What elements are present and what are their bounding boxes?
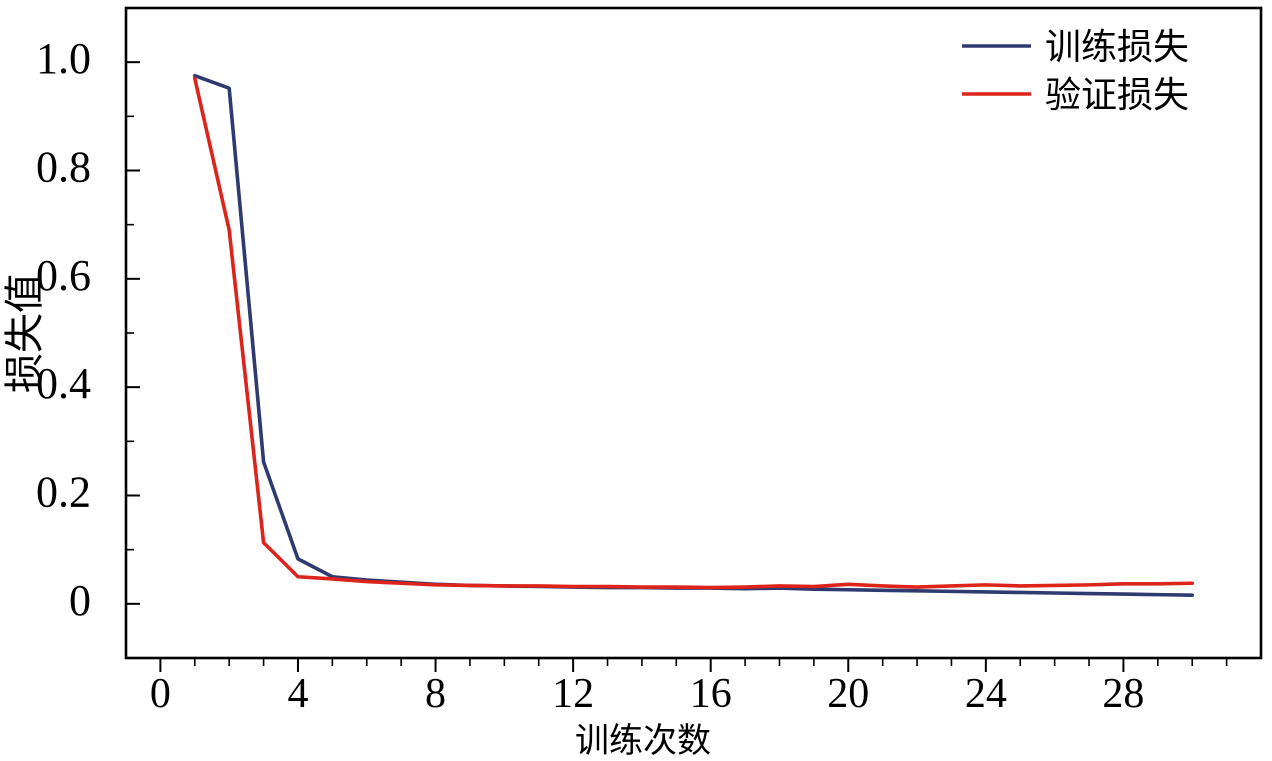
svg-text:12: 12 xyxy=(552,671,594,717)
svg-text:训练损失: 训练损失 xyxy=(1045,27,1189,67)
svg-text:28: 28 xyxy=(1102,671,1144,717)
svg-text:损失值: 损失值 xyxy=(2,273,47,393)
svg-text:16: 16 xyxy=(690,671,732,717)
svg-text:0: 0 xyxy=(150,671,171,717)
svg-text:4: 4 xyxy=(287,671,308,717)
svg-text:0.8: 0.8 xyxy=(36,143,91,192)
svg-text:验证损失: 验证损失 xyxy=(1045,75,1189,115)
svg-text:0.2: 0.2 xyxy=(36,468,91,517)
svg-text:训练次数: 训练次数 xyxy=(575,722,711,760)
svg-text:0: 0 xyxy=(69,576,91,625)
svg-text:20: 20 xyxy=(827,671,869,717)
svg-text:24: 24 xyxy=(965,671,1007,717)
svg-text:1.0: 1.0 xyxy=(36,34,91,83)
svg-text:8: 8 xyxy=(425,671,446,717)
